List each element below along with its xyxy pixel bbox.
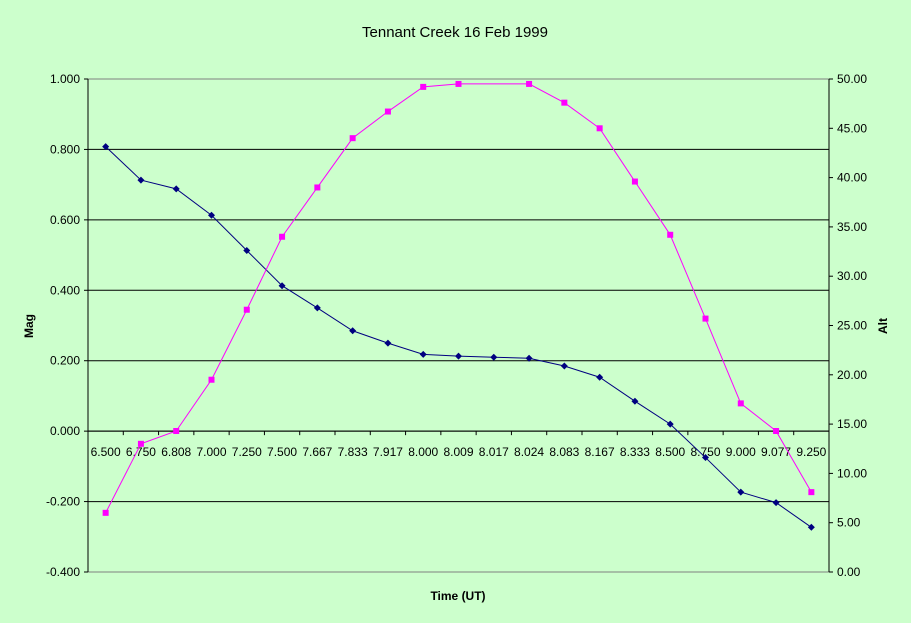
left-axis-ticks: -0.400 -0.200 0.000 0.200 0.400 0.600 0.800 1.0… bbox=[46, 72, 89, 579]
y2-tick-label: 50.00 bbox=[837, 72, 867, 86]
y2-tick-label: 0.00 bbox=[837, 565, 861, 579]
x-axis-label: Time (UT) bbox=[430, 589, 485, 603]
alt-point bbox=[596, 125, 603, 132]
y2-tick-label: 15.00 bbox=[837, 417, 867, 431]
x-tick-label: 8.017 bbox=[479, 445, 509, 459]
x-tick-label: 8.333 bbox=[620, 445, 650, 459]
plot-area bbox=[87, 78, 830, 573]
x-tick-label: 9.250 bbox=[796, 445, 826, 459]
alt-series bbox=[102, 80, 815, 516]
mag-point bbox=[702, 454, 709, 462]
x-tick-label: 8.083 bbox=[549, 445, 579, 459]
alt-point bbox=[526, 80, 533, 87]
y2-tick-label: 20.00 bbox=[837, 368, 867, 382]
x-tick-label: 7.667 bbox=[302, 445, 332, 459]
x-tick-label: 7.000 bbox=[196, 445, 226, 459]
mag-series bbox=[102, 143, 815, 531]
alt-point bbox=[173, 428, 180, 435]
mag-point bbox=[137, 176, 145, 184]
y-tick-label: 0.600 bbox=[50, 213, 80, 227]
x-tick-label: 7.917 bbox=[373, 445, 403, 459]
mag-point bbox=[102, 143, 110, 151]
mag-point bbox=[772, 499, 780, 507]
alt-point bbox=[349, 135, 356, 142]
alt-point bbox=[702, 315, 709, 322]
mag-point bbox=[560, 362, 568, 370]
x-tick-label: 8.009 bbox=[443, 445, 473, 459]
alt-point bbox=[279, 233, 286, 240]
mag-point bbox=[278, 282, 286, 290]
mag-point bbox=[807, 523, 815, 531]
y-tick-label: -0.400 bbox=[46, 565, 80, 579]
x-tick-label: 7.833 bbox=[338, 445, 368, 459]
right-axis-ticks: 0.00 5.00 10.00 15.00 20.00 25.00 30.00 35.00 40… bbox=[828, 72, 867, 579]
mag-point bbox=[490, 353, 498, 361]
x-tick-label: 8.000 bbox=[408, 445, 438, 459]
alt-point bbox=[243, 306, 250, 313]
x-tick-label: 7.500 bbox=[267, 445, 297, 459]
mag-point bbox=[419, 350, 427, 358]
alt-point bbox=[455, 80, 462, 87]
mag-point bbox=[313, 304, 321, 312]
x-tick-label: 8.024 bbox=[514, 445, 544, 459]
alt-point bbox=[737, 400, 744, 407]
y2-tick-label: 40.00 bbox=[837, 171, 867, 185]
y2-tick-label: 10.00 bbox=[837, 466, 867, 480]
y2-axis-label: Alt bbox=[876, 318, 890, 334]
alt-point bbox=[667, 231, 674, 238]
y2-tick-label: 25.00 bbox=[837, 319, 867, 333]
alt-point bbox=[808, 489, 815, 496]
y-tick-label: 1.000 bbox=[50, 72, 80, 86]
alt-point bbox=[631, 178, 638, 185]
y-tick-label: 0.800 bbox=[50, 142, 80, 156]
alt-series-line bbox=[105, 83, 812, 514]
y2-tick-label: 35.00 bbox=[837, 220, 867, 234]
y-tick-label: -0.200 bbox=[46, 495, 80, 509]
x-tick-label: 8.750 bbox=[690, 445, 720, 459]
x-axis-ticks: 6.500 6.750 6.808 7.000 7.250 7.500 7.667 7.833… bbox=[87, 430, 830, 459]
x-tick-label: 8.167 bbox=[585, 445, 615, 459]
mag-point bbox=[172, 185, 180, 193]
mag-point bbox=[208, 211, 215, 219]
series-layer bbox=[102, 80, 815, 531]
mag-point bbox=[243, 246, 251, 254]
mag-point bbox=[455, 352, 462, 360]
y2-tick-label: 45.00 bbox=[837, 121, 867, 135]
mag-point bbox=[737, 488, 745, 496]
alt-point bbox=[208, 376, 215, 383]
alt-point bbox=[561, 99, 568, 106]
x-tick-label: 6.500 bbox=[91, 445, 121, 459]
x-tick-label: 7.250 bbox=[232, 445, 262, 459]
alt-point bbox=[102, 509, 109, 516]
mag-point bbox=[596, 373, 604, 381]
x-tick-label: 9.000 bbox=[726, 445, 756, 459]
mag-point bbox=[525, 354, 533, 362]
mag-point bbox=[666, 420, 674, 428]
y2-tick-label: 30.00 bbox=[837, 269, 867, 283]
alt-point bbox=[314, 184, 321, 191]
mag-point bbox=[349, 327, 357, 335]
y-tick-label: 0.200 bbox=[50, 354, 80, 368]
y-tick-label: 0.000 bbox=[50, 424, 80, 438]
y2-tick-label: 5.00 bbox=[837, 516, 861, 530]
x-tick-label: 8.500 bbox=[655, 445, 685, 459]
x-tick-label: 6.750 bbox=[126, 445, 156, 459]
mag-point bbox=[384, 339, 392, 347]
alt-point bbox=[137, 440, 144, 447]
alt-point bbox=[420, 83, 427, 90]
y-tick-label: 0.400 bbox=[50, 283, 80, 297]
alt-point bbox=[773, 428, 780, 435]
x-tick-label: 9.077 bbox=[761, 445, 791, 459]
x-tick-label: 6.808 bbox=[161, 445, 191, 459]
y-axis-label: Mag bbox=[22, 314, 36, 338]
chart-title: Tennant Creek 16 Feb 1999 bbox=[362, 24, 548, 41]
mag-point bbox=[631, 397, 639, 405]
alt-point bbox=[384, 108, 391, 115]
